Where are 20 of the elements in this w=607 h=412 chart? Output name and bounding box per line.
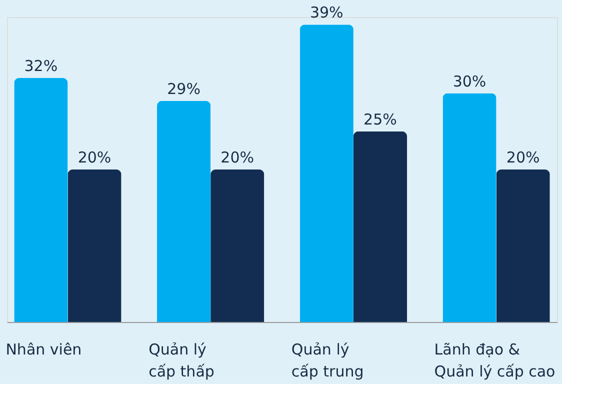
bar	[353, 131, 407, 322]
x-tick-label: Quản lý cấp trung	[291, 340, 364, 380]
data-label: 20%	[78, 148, 112, 166]
data-label: 25%	[364, 110, 397, 128]
x-tick-label: Quản lý cấp thấp	[148, 340, 214, 380]
data-label: 20%	[506, 148, 540, 166]
bar	[68, 170, 122, 322]
bar	[157, 100, 211, 322]
bar	[496, 170, 550, 322]
bar	[442, 93, 496, 322]
data-label: 30%	[452, 72, 486, 90]
data-label: 32%	[24, 57, 58, 75]
bar	[300, 24, 354, 322]
data-label: 39%	[310, 4, 344, 22]
data-label: 20%	[220, 148, 254, 166]
x-tick-label: Lãnh đạo & Quản lý cấp cao	[434, 340, 556, 380]
data-label: 29%	[167, 80, 200, 98]
x-tick-label: Nhân viên	[6, 340, 82, 358]
bar	[210, 170, 264, 322]
bar	[14, 78, 68, 322]
